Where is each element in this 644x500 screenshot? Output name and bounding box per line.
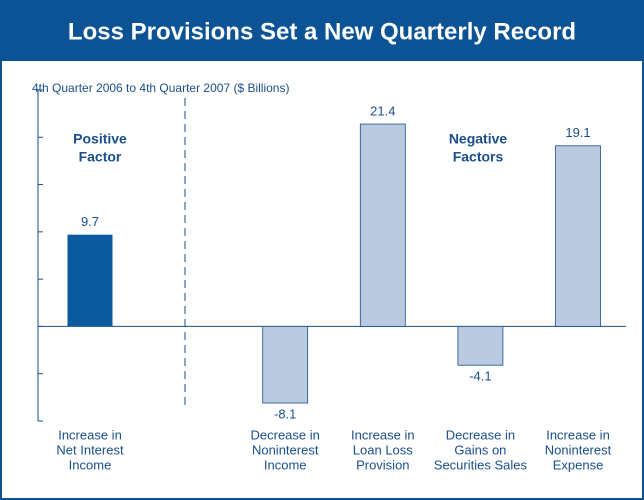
x-tick-label: Increase in — [58, 427, 122, 442]
x-tick-label: Securities Sales — [434, 457, 528, 472]
bar — [359, 123, 406, 327]
x-tick-label: Provision — [356, 457, 409, 472]
annotation: Factors — [453, 149, 504, 165]
x-tick-label: Noninterest — [545, 442, 612, 457]
bar — [262, 326, 309, 404]
value-label: 21.4 — [370, 103, 395, 118]
x-tick-label: Net Interest — [56, 442, 124, 457]
subtitle: 4th Quarter 2006 to 4th Quarter 2007 ($ … — [32, 81, 289, 95]
value-label: 19.1 — [565, 125, 590, 140]
bar — [67, 234, 113, 327]
x-tick-label: Increase in — [351, 427, 415, 442]
bar — [555, 145, 601, 327]
value-label: -8.1 — [274, 406, 296, 421]
x-tick-label: Increase in — [546, 427, 610, 442]
value-label: -4.1 — [469, 369, 491, 384]
title-banner — [1, 1, 643, 61]
x-tick-label: Loan Loss — [353, 442, 413, 457]
bar — [457, 326, 504, 366]
x-tick-label: Expense — [553, 457, 604, 472]
x-tick-label: Decrease in — [446, 427, 515, 442]
value-label: 9.7 — [81, 214, 99, 229]
chart-title: Loss Provisions Set a New Quarterly Reco… — [68, 18, 576, 45]
x-tick-label: Gains on — [454, 442, 506, 457]
annotation: Positive — [73, 131, 127, 147]
x-tick-label: Noninterest — [252, 442, 319, 457]
x-tick-label: Income — [264, 457, 307, 472]
annotation: Negative — [449, 131, 508, 147]
annotation: Factor — [79, 149, 122, 165]
x-tick-label: Decrease in — [251, 427, 320, 442]
x-tick-label: Income — [69, 457, 112, 472]
